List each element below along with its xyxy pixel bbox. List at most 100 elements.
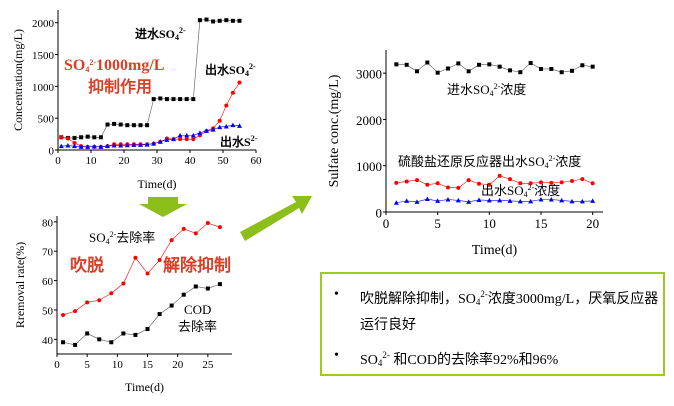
- data-point: [205, 286, 210, 291]
- data-point: [224, 103, 229, 108]
- x-axis-label: Time(d): [125, 380, 164, 394]
- data-point: [477, 62, 481, 67]
- data-point: [394, 62, 399, 67]
- data-point: [79, 135, 84, 140]
- data-point: [497, 64, 502, 69]
- data-point: [151, 141, 157, 146]
- data-point: [144, 142, 150, 147]
- x-tick-label: 20: [586, 216, 599, 231]
- data-point: [517, 198, 523, 204]
- y-tick-label: 70: [42, 247, 54, 259]
- chart1-sulfide-label: 出水S2-: [220, 134, 258, 149]
- x-axis-label: Time(d): [472, 243, 518, 258]
- data-point: [570, 178, 574, 183]
- data-point: [559, 70, 564, 75]
- data-point: [98, 144, 104, 149]
- data-point: [590, 64, 595, 69]
- data-point: [230, 122, 236, 128]
- data-point: [181, 292, 186, 297]
- chart2-cod-label: COD: [184, 302, 212, 317]
- y-axis-label: Rremoval rate(%): [13, 242, 27, 328]
- data-point: [197, 18, 202, 23]
- data-point: [508, 68, 512, 73]
- data-point: [569, 198, 575, 204]
- series-2: [61, 282, 222, 347]
- data-point: [580, 63, 585, 68]
- data-point: [85, 331, 90, 336]
- data-point: [466, 178, 471, 183]
- data-point: [590, 181, 595, 186]
- data-point: [424, 196, 430, 202]
- data-point: [237, 18, 242, 23]
- data-point: [78, 144, 84, 149]
- data-point: [528, 60, 533, 65]
- data-point: [211, 19, 216, 24]
- data-point: [121, 281, 126, 286]
- x-tick-label: 50: [218, 155, 230, 167]
- data-point: [181, 226, 186, 231]
- chart-1: 0 10 20 30 40 50 60 0 500 1000 1500 2000 Time(d) Conc…: [11, 10, 262, 191]
- data-point: [151, 97, 156, 102]
- bullet-icon: •: [334, 348, 339, 363]
- x-tick-label: 10: [86, 155, 98, 167]
- data-point: [446, 66, 450, 71]
- series-line: [62, 283, 221, 346]
- summary-box: • 吹脱解除抑制，SO42-浓度3000mg/L，厌氧反应器运行良好 • SO4…: [320, 272, 665, 376]
- data-point: [118, 122, 123, 127]
- data-point: [559, 180, 564, 185]
- data-point: [580, 177, 585, 182]
- series-line: [61, 19, 240, 139]
- chart-2: 0 5 10 15 20 25 40 50 60 70 80 Time(d) Rremoval rate…: [13, 216, 232, 394]
- data-point: [415, 178, 419, 183]
- data-point: [435, 70, 440, 75]
- data-point: [59, 135, 64, 140]
- y-tick-label: 0: [49, 146, 55, 158]
- data-point: [169, 238, 174, 243]
- data-point: [125, 123, 130, 128]
- data-point: [61, 312, 66, 317]
- x-tick-label: 30: [152, 155, 164, 167]
- data-point: [112, 121, 117, 126]
- data-point: [184, 97, 189, 102]
- y-tick-label: 3000: [356, 67, 382, 82]
- data-point: [414, 199, 420, 204]
- data-point: [164, 137, 170, 142]
- data-point: [157, 312, 162, 317]
- data-point: [404, 198, 410, 203]
- data-point: [404, 179, 409, 184]
- data-point: [204, 128, 209, 133]
- data-point: [109, 291, 114, 296]
- data-point: [191, 97, 196, 102]
- y-axis-label: Concentration(mg/L): [11, 29, 25, 131]
- data-point: [164, 97, 169, 102]
- x-tick-label: 0: [383, 216, 390, 231]
- data-point: [184, 137, 189, 142]
- data-point: [224, 18, 229, 23]
- data-point: [217, 18, 222, 23]
- data-point: [539, 66, 543, 71]
- data-point: [97, 337, 102, 342]
- data-point: [210, 127, 216, 132]
- data-point: [61, 340, 66, 345]
- x-tick-label: 10: [112, 359, 124, 371]
- y-tick-label: 2000: [32, 18, 55, 30]
- data-point: [487, 182, 492, 187]
- data-point: [98, 135, 103, 140]
- data-point: [65, 143, 71, 148]
- data-point: [237, 80, 242, 85]
- chart2-cod-label-2: 去除率: [178, 319, 218, 334]
- data-point: [145, 327, 150, 332]
- x-tick-label: 20: [172, 359, 184, 371]
- data-point: [230, 18, 235, 23]
- series-line: [396, 198, 593, 204]
- data-point: [548, 197, 554, 202]
- series-line: [61, 124, 240, 148]
- x-tick-label: 5: [434, 216, 441, 231]
- data-point: [85, 144, 91, 149]
- chart2-annotation-relief: 解除抑制: [163, 256, 231, 276]
- data-point: [73, 342, 78, 347]
- y-tick-label: 80: [42, 217, 54, 229]
- data-point: [85, 300, 90, 305]
